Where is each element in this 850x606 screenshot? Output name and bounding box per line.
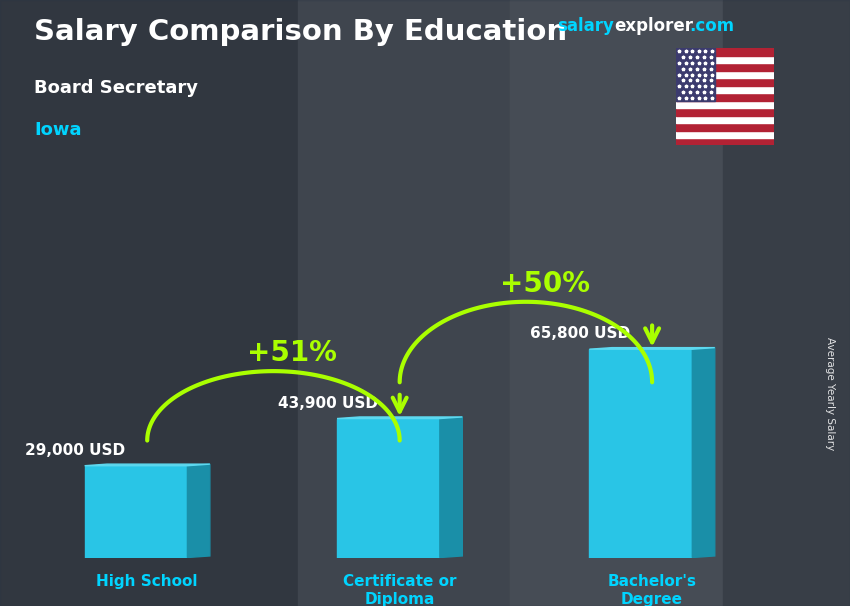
Text: +50%: +50% [500,270,590,298]
Bar [590,349,692,558]
Bar [722,0,850,606]
Bar [676,71,774,78]
Bar [676,116,774,123]
Polygon shape [590,348,715,349]
Bar [676,138,774,145]
Text: explorer: explorer [615,17,694,35]
Bar [676,93,774,101]
Bar [510,0,722,606]
Bar [676,48,715,101]
Text: 43,900 USD: 43,900 USD [278,396,377,411]
Bar [676,86,774,93]
Bar [676,56,774,64]
Text: .com: .com [689,17,734,35]
Text: Salary Comparison By Education: Salary Comparison By Education [34,18,567,46]
Text: Bachelor's
Degree: Bachelor's Degree [608,574,697,606]
Bar [676,78,774,86]
Bar [0,0,298,606]
Polygon shape [440,417,462,558]
Text: Certificate or
Diploma: Certificate or Diploma [343,574,456,606]
Bar [676,123,774,130]
Polygon shape [187,464,210,558]
Bar [676,101,774,108]
Polygon shape [692,348,715,558]
Bar [676,130,774,138]
Text: High School: High School [96,574,198,589]
Text: Average Yearly Salary: Average Yearly Salary [824,338,835,450]
Text: +51%: +51% [247,339,337,367]
Polygon shape [337,417,462,419]
Bar [676,48,774,56]
Polygon shape [84,464,210,465]
Text: 65,800 USD: 65,800 USD [530,327,630,341]
Bar [298,0,510,606]
Bar [676,108,774,116]
Bar [337,419,440,558]
Text: salary: salary [557,17,614,35]
Text: 29,000 USD: 29,000 USD [26,443,125,458]
Text: Iowa: Iowa [34,121,82,139]
Bar [676,64,774,71]
Text: Board Secretary: Board Secretary [34,79,198,97]
Bar [84,465,187,558]
